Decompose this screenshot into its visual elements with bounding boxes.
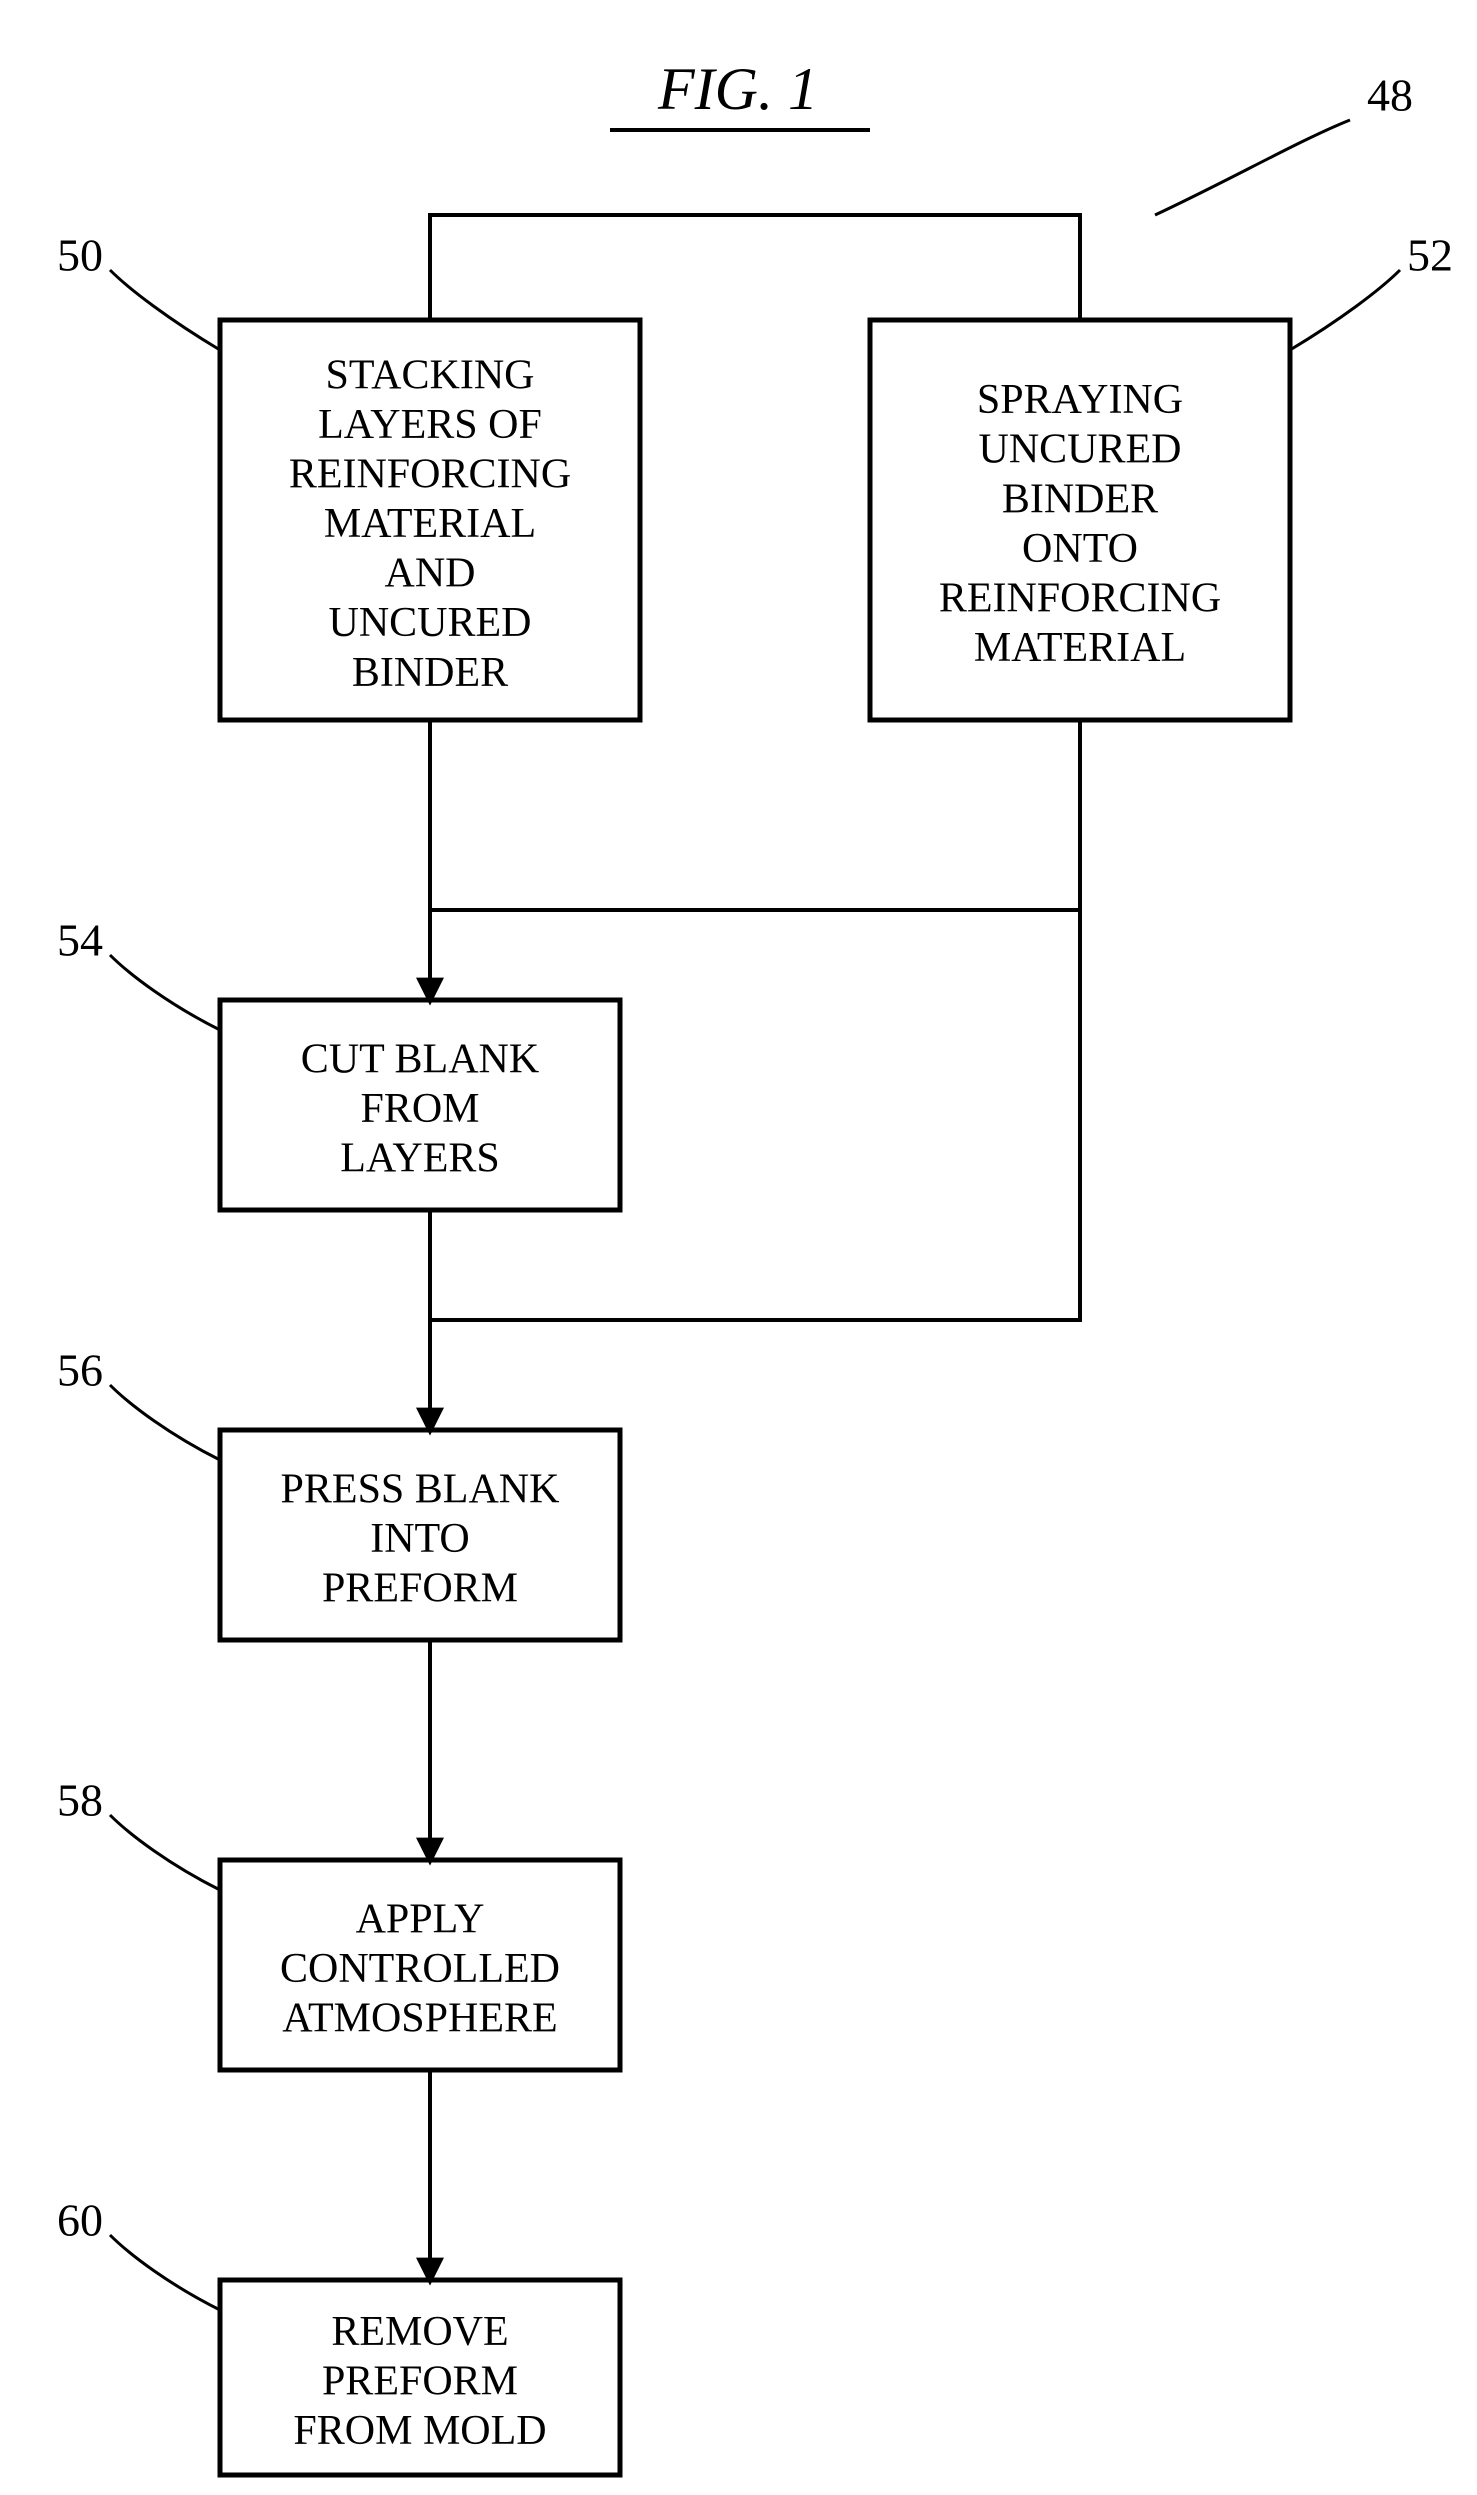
box-line: FROM: [360, 1086, 479, 1132]
ref-label-50: 50: [57, 230, 103, 281]
box-line: LAYERS: [340, 1136, 500, 1182]
leader-58: [110, 1815, 220, 1890]
leader-50: [110, 270, 220, 350]
leader-54: [110, 955, 220, 1030]
box-line: SPRAYING: [977, 377, 1183, 423]
box-line: UNCURED: [328, 600, 531, 646]
connector-52-to-main: [430, 720, 1080, 910]
ref-label-60: 60: [57, 2195, 103, 2246]
box-line: REINFORCING: [289, 452, 571, 498]
box-line: FROM MOLD: [293, 2408, 546, 2454]
ref-label-58: 58: [57, 1775, 103, 1826]
box-line: CUT BLANK: [301, 1037, 539, 1083]
box-line: AND: [385, 551, 476, 597]
figure-title: FIG. 1: [657, 56, 818, 122]
box-line: STACKING: [326, 352, 535, 398]
box-line: PREFORM: [322, 1566, 518, 1612]
box-line: REMOVE: [331, 2309, 508, 2355]
ref-label-54: 54: [57, 915, 103, 966]
leader-52: [1290, 270, 1400, 350]
leader-60: [110, 2235, 220, 2310]
box-line: UNCURED: [978, 427, 1181, 473]
box-line: PRESS BLANK: [281, 1467, 560, 1513]
box-remove-preform-text: REMOVEPREFORMFROM MOLD: [293, 2309, 546, 2454]
box-line: MATERIAL: [324, 501, 536, 547]
ref-label-52: 52: [1407, 230, 1453, 281]
box-line: BINDER: [352, 650, 508, 696]
box-line: PREFORM: [322, 2359, 518, 2405]
box-line: APPLY: [356, 1897, 485, 1943]
box-line: CONTROLLED: [280, 1946, 560, 1992]
box-line: ATMOSPHERE: [282, 1996, 557, 2042]
box-line: ONTO: [1022, 526, 1138, 572]
box-stacking-layers-text: STACKINGLAYERS OFREINFORCINGMATERIALANDU…: [289, 352, 571, 695]
leader-48: [1155, 120, 1350, 215]
box-line: INTO: [370, 1516, 470, 1562]
ref-label-56: 56: [57, 1345, 103, 1396]
leader-56: [110, 1385, 220, 1460]
box-line: BINDER: [1002, 476, 1158, 522]
box-line: REINFORCING: [939, 575, 1221, 621]
box-line: MATERIAL: [974, 625, 1186, 671]
ref-label-48: 48: [1367, 70, 1413, 121]
box-line: LAYERS OF: [318, 402, 542, 448]
connector-top: [430, 215, 1080, 320]
